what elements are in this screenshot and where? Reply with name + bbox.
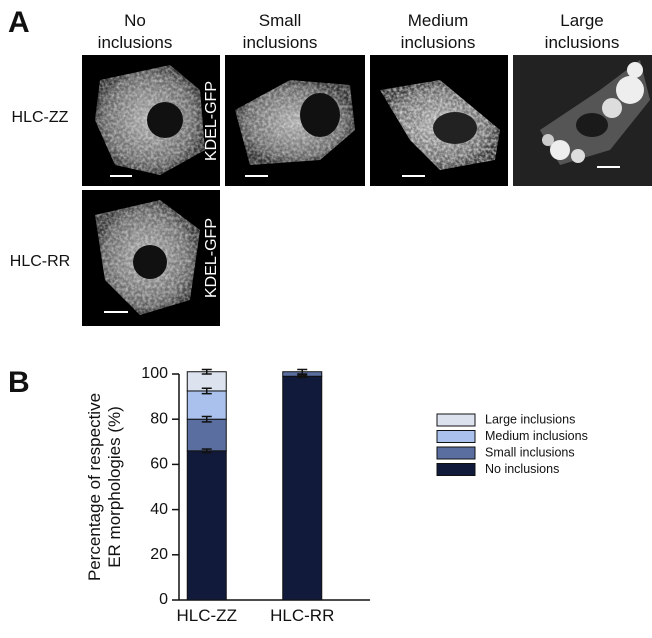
y-axis-label: ER morphologies (%) xyxy=(105,406,124,568)
stain-label: KDEL-GFP xyxy=(203,218,220,298)
micrograph xyxy=(82,55,220,186)
legend-swatch xyxy=(436,463,476,476)
micrograph xyxy=(513,55,652,186)
legend-swatch xyxy=(436,430,476,443)
panel-letter: A xyxy=(8,6,30,39)
bar-segment xyxy=(282,375,323,601)
bar-segment xyxy=(186,450,227,601)
column-header: Medium xyxy=(408,11,468,30)
y-tick-label: 40 xyxy=(150,501,168,518)
legend-label: Medium inclusions xyxy=(485,429,588,443)
micrograph xyxy=(225,55,365,186)
y-axis-label: Percentage of respective xyxy=(85,393,104,581)
legend-label: No inclusions xyxy=(485,462,559,476)
legend-swatch xyxy=(436,413,476,427)
y-tick-label: 0 xyxy=(159,591,168,608)
column-header: Large xyxy=(560,11,603,30)
legend-label: Large inclusions xyxy=(485,412,575,426)
y-tick-label: 80 xyxy=(150,410,168,427)
row-label: HLC-RR xyxy=(10,253,70,270)
legend-label: Small inclusions xyxy=(485,445,575,459)
bar-segment xyxy=(186,418,227,452)
stain-label: KDEL-GFP xyxy=(203,81,220,161)
panel-letter: B xyxy=(8,366,30,399)
legend-swatch xyxy=(436,446,476,460)
column-header: inclusions xyxy=(98,33,173,52)
row-label: HLC-ZZ xyxy=(12,109,69,126)
column-header: inclusions xyxy=(401,33,476,52)
column-header: inclusions xyxy=(545,33,620,52)
bar-segment xyxy=(186,390,227,420)
micrograph xyxy=(370,55,508,186)
micrograph xyxy=(82,190,220,326)
column-header: inclusions xyxy=(243,33,318,52)
column-header: No xyxy=(124,11,146,30)
y-tick-label: 20 xyxy=(150,546,168,563)
y-tick-label: 100 xyxy=(141,365,168,382)
y-tick-label: 60 xyxy=(150,456,168,473)
x-tick-label: HLC-RR xyxy=(270,606,334,625)
x-tick-label: HLC-ZZ xyxy=(177,606,237,625)
column-header: Small xyxy=(259,11,302,30)
